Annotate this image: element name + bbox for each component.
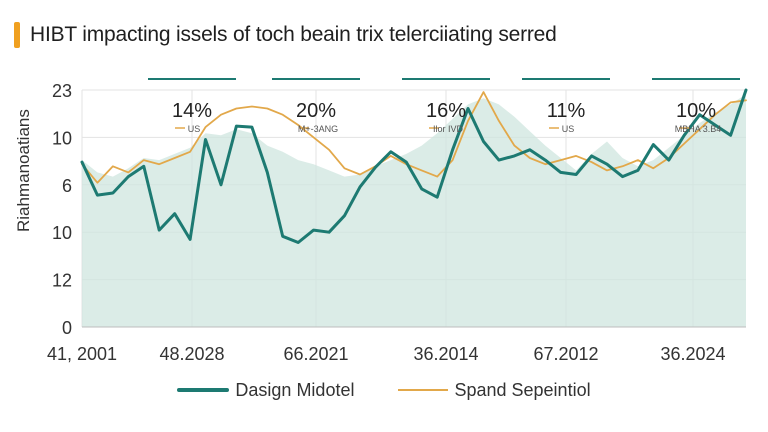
legend-item-dasign-midotel[interactable]: Dasign Midotel: [177, 380, 354, 401]
callout-value: 14%: [172, 100, 212, 122]
y-tick-label: 0: [62, 318, 72, 338]
title-accent-bar: [14, 22, 20, 48]
callout-sublabel: US: [188, 124, 201, 134]
series-line-spand-sepeintiol: [81, 91, 747, 184]
legend-item-spand-sepeintiol[interactable]: Spand Sepeintiol: [398, 379, 591, 401]
callout-sublabel: MBHA 3.B4: [675, 124, 722, 134]
series-line-dasign-midotel: [80, 88, 748, 244]
callout-value: 11%: [547, 100, 586, 122]
callout-value: 16%: [426, 100, 466, 122]
area-band: [82, 94, 746, 327]
x-tick-label: 36.2014: [413, 344, 478, 364]
x-tick-label: 36.2024: [660, 344, 725, 364]
title-bar: HIBT impacting issels of toch beain trix…: [14, 22, 557, 48]
y-tick-label: 23: [52, 81, 72, 101]
x-tick-label: 41, 2001: [47, 344, 117, 364]
y-tick-label: 6: [62, 176, 72, 196]
x-tick-label: 48.2028: [159, 344, 224, 364]
callout-value: 10%: [676, 100, 716, 122]
callout-sublabel: US: [562, 124, 575, 134]
callout-sublabel: Ilor IVD: [433, 124, 464, 134]
legend-label-dark: Dasign Midotel: [235, 379, 355, 400]
chart-title: HIBT impacting issels of toch beain trix…: [30, 23, 557, 46]
legend-label-light: Spand Sepeintiol: [454, 379, 591, 400]
callout-value: 20%: [296, 100, 336, 122]
callout-sublabel: M+-3ANG: [298, 124, 338, 134]
legend-swatch-light: [398, 389, 449, 391]
x-tick-label: 66.2021: [283, 344, 348, 364]
y-axis-label: Riahmanoatians: [14, 109, 33, 232]
y-tick-label: 12: [52, 271, 72, 291]
y-tick-label: 10: [52, 223, 72, 243]
x-tick-label: 67.2012: [533, 344, 598, 364]
y-tick-label: 10: [52, 128, 72, 148]
legend-swatch-dark: [177, 388, 230, 392]
legend: Dasign Midotel Spand Sepeintiol: [0, 370, 768, 410]
